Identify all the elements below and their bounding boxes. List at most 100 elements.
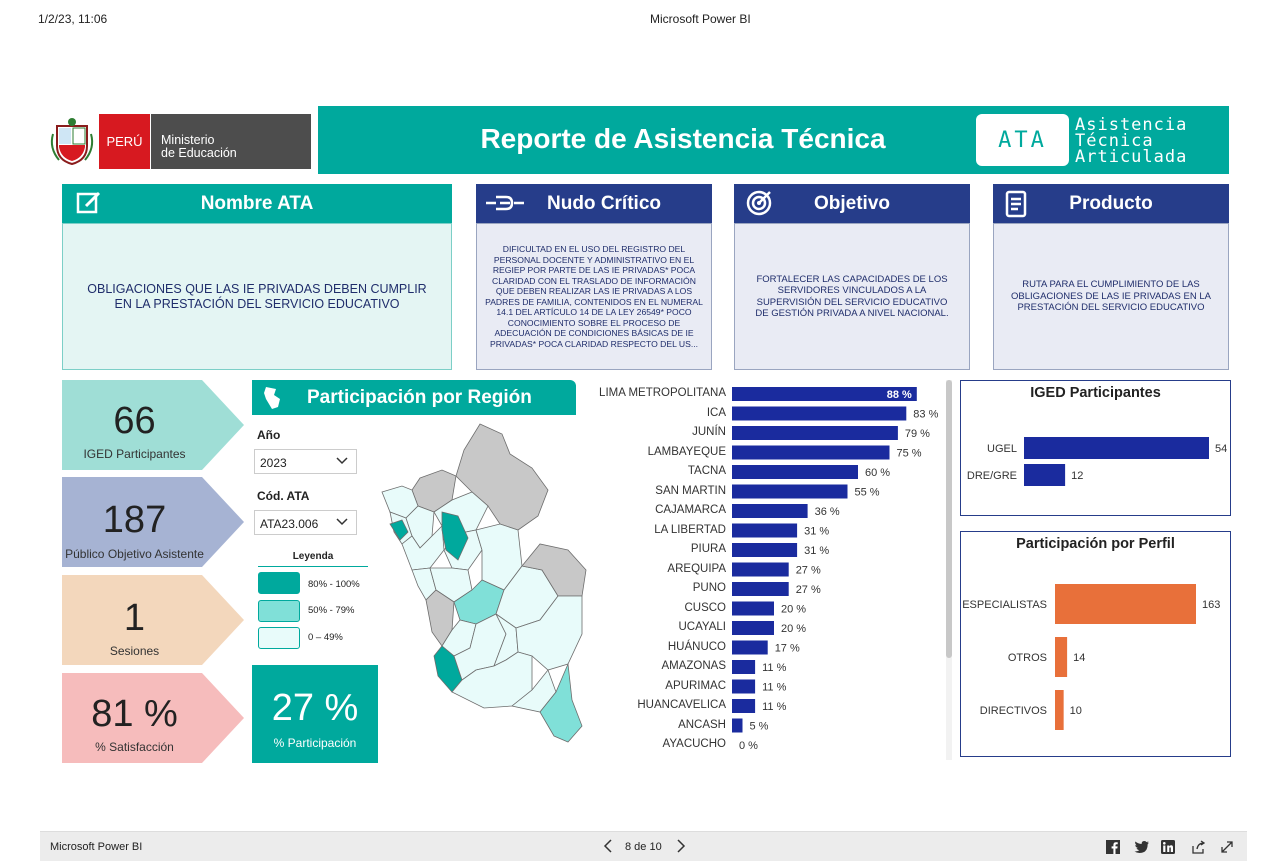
region-label: HUÁNUCO	[667, 640, 726, 653]
twitter-icon[interactable]	[1134, 840, 1150, 859]
region-bar[interactable]	[732, 718, 743, 733]
next-page-icon[interactable]	[676, 839, 686, 858]
kpi-publico: 187 Público Objetivo Asistente	[62, 477, 244, 567]
region-moquegua[interactable]	[511, 669, 557, 713]
edit-icon	[76, 190, 102, 223]
bar-value-label: 163	[1202, 599, 1220, 611]
region-bar[interactable]	[732, 484, 848, 499]
region-label: ICA	[706, 406, 726, 419]
kpi-publico-value: 187	[102, 499, 167, 541]
bar[interactable]	[1055, 690, 1064, 730]
chevron-down-icon	[336, 455, 348, 469]
region-label: LIMA METROPOLITANA	[599, 387, 726, 399]
scrollbar-thumb[interactable]	[946, 380, 952, 658]
title-bar: Reporte de Asistencia Técnica ATA Asiste…	[318, 106, 1229, 174]
region-bar[interactable]	[732, 679, 756, 694]
region-panel-header: Participación por Región	[252, 380, 576, 415]
region-bar[interactable]	[732, 543, 798, 557]
peru-region-map[interactable]	[372, 420, 604, 750]
legend-swatch-80-100	[258, 572, 300, 594]
region-lambayeque-highlight[interactable]	[389, 519, 409, 541]
region-label: PIURA	[690, 543, 726, 555]
card-objetivo: Objetivo FORTALECER LAS CAPACIDADES DE L…	[734, 184, 970, 370]
bar-category-label: UGEL	[987, 443, 1017, 455]
bar-value-label: 14	[1073, 652, 1085, 664]
kpi-iged-label: IGED Participantes	[83, 447, 186, 461]
legend-label-50-79: 50% - 79%	[308, 605, 355, 616]
perfil-panel: Participación por Perfil ESPECIALISTAS 16…	[960, 531, 1231, 757]
kpi-sesiones: 1 Sesiones	[62, 575, 244, 665]
card-nombre-header: Nombre ATA	[62, 184, 452, 223]
region-label: LAMBAYEQUE	[647, 445, 726, 458]
bar[interactable]	[1024, 437, 1209, 459]
region-bar-value: 20 %	[781, 604, 806, 616]
print-datetime: 1/2/23, 11:06	[38, 12, 108, 26]
region-tacna[interactable]	[539, 662, 583, 743]
kpi-iged: 66 IGED Participantes	[62, 380, 244, 470]
region-chart-scrollbar[interactable]	[946, 380, 952, 760]
region-bar-value: 31 %	[804, 526, 829, 538]
region-bar-value: 36 %	[815, 506, 840, 518]
card-producto-header: Producto	[993, 184, 1229, 223]
region-bar[interactable]	[732, 465, 858, 479]
fullscreen-icon[interactable]	[1220, 840, 1234, 859]
document-icon	[1005, 190, 1029, 225]
bar-category-label: ESPECIALISTAS	[962, 599, 1047, 611]
code-dropdown[interactable]: ATA23.006	[254, 510, 357, 535]
participation-label: % Participación	[273, 736, 357, 750]
facebook-icon[interactable]	[1106, 840, 1120, 859]
share-icon[interactable]	[1191, 840, 1206, 859]
bar[interactable]	[1024, 464, 1066, 486]
region-madre-de-dios[interactable]	[521, 543, 587, 597]
region-bar-labels: LIMA METROPOLITANA ICA JUNÍN LAMBAYEQUE TACN…	[598, 383, 726, 758]
peru-label: PERÚ	[99, 114, 150, 169]
region-bar[interactable]	[732, 445, 890, 460]
region-bar[interactable]	[732, 426, 898, 440]
region-bar[interactable]	[732, 660, 756, 674]
powerbi-footer: Microsoft Power BI 8 de 10	[40, 831, 1247, 861]
region-san-martin-highlight[interactable]	[441, 511, 469, 561]
prev-page-icon[interactable]	[603, 839, 613, 856]
kpi-sesiones-label: Sesiones	[109, 644, 160, 658]
bar-value-label: 54	[1215, 443, 1227, 455]
print-app-name: Microsoft Power BI	[650, 12, 751, 26]
perfil-panel-title: Participación por Perfil	[1016, 536, 1175, 552]
region-arequipa[interactable]	[451, 651, 533, 709]
card-objetivo-body: FORTALECER LAS CAPACIDADES DE LOS SERVID…	[734, 223, 970, 370]
region-bar-value: 11 %	[762, 701, 786, 713]
region-bar-value: 88 %	[887, 389, 912, 401]
region-bar[interactable]	[732, 601, 774, 616]
region-label: TACNA	[687, 465, 726, 477]
region-label: CUSCO	[684, 601, 726, 614]
region-bar[interactable]	[732, 582, 789, 596]
legend-label-0-49: 0 – 49%	[308, 632, 343, 643]
linkedin-icon[interactable]	[1161, 840, 1175, 859]
region-bar-value: 11 %	[762, 682, 786, 694]
region-bar-value: 60 %	[865, 467, 890, 479]
region-bar-chart[interactable]: LIMA METROPOLITANA ICA JUNÍN LAMBAYEQUE TACN…	[598, 383, 948, 758]
region-bar[interactable]	[732, 699, 756, 713]
region-label: PUNO	[692, 582, 726, 594]
card-nudo-title: Nudo Crítico	[547, 192, 661, 214]
code-value: ATA23.006	[260, 517, 319, 531]
kpi-publico-label: Público Objetivo Asistente	[65, 547, 204, 561]
card-objetivo-title: Objetivo	[813, 192, 890, 214]
region-bar[interactable]	[732, 504, 808, 518]
region-label: AREQUIPA	[667, 562, 726, 575]
kpi-sesiones-shape	[62, 575, 244, 665]
region-bar[interactable]	[732, 640, 768, 655]
ministry-line-1: Ministerio	[161, 133, 215, 147]
legend-swatch-50-79	[258, 600, 300, 622]
region-bar-value: 17 %	[775, 643, 800, 655]
year-dropdown[interactable]: 2023	[254, 449, 357, 474]
region-bar[interactable]	[732, 562, 789, 577]
region-label: JUNÍN	[692, 426, 726, 438]
bar[interactable]	[1055, 584, 1196, 624]
region-bar[interactable]	[732, 387, 917, 401]
bar[interactable]	[1055, 637, 1068, 677]
region-bar[interactable]	[732, 523, 798, 538]
region-label: UCAYALI	[678, 621, 726, 633]
region-bar[interactable]	[732, 621, 774, 635]
region-bar[interactable]	[732, 406, 907, 421]
card-nudo-critico: Nudo Crítico DIFICULTAD EN EL USO DEL RE…	[476, 184, 712, 370]
